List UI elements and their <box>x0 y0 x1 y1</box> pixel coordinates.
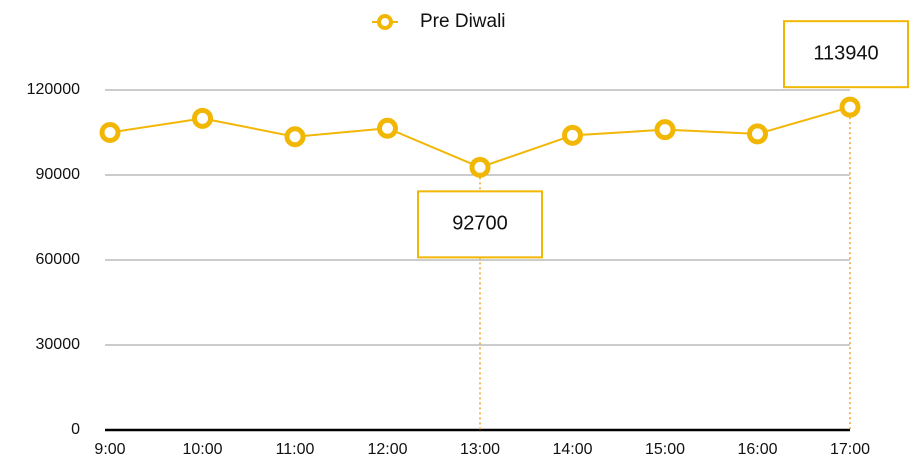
x-tick-label: 17:00 <box>830 441 870 458</box>
y-tick-label: 30000 <box>36 336 81 353</box>
annotation-label: 113940 <box>813 42 878 64</box>
x-tick-label: 13:00 <box>460 441 500 458</box>
x-tick-label: 15:00 <box>645 441 685 458</box>
point <box>284 126 306 148</box>
x-tick-label: 16:00 <box>737 441 777 458</box>
x-tick-label: 12:00 <box>367 441 407 458</box>
x-tick-label: 14:00 <box>552 441 592 458</box>
legend-marker <box>377 14 393 30</box>
point <box>747 123 768 145</box>
point <box>99 122 121 143</box>
point <box>469 156 491 178</box>
y-tick-label: 120000 <box>27 81 80 98</box>
point <box>839 96 861 118</box>
y-tick-label: 0 <box>71 421 80 438</box>
point <box>377 117 398 139</box>
point <box>192 107 213 129</box>
annotation-label: 92700 <box>452 213 508 235</box>
point <box>654 119 676 141</box>
legend-label: Pre Diwali <box>420 11 506 32</box>
point <box>562 124 583 146</box>
y-tick-label: 60000 <box>36 251 81 268</box>
x-tick-label: 11:00 <box>276 441 315 458</box>
annotation-box <box>417 190 543 259</box>
x-tick-label: 9:00 <box>94 441 125 458</box>
y-tick-label: 90000 <box>36 166 81 183</box>
x-tick-label: 10:00 <box>182 441 222 458</box>
annotation-box <box>783 20 909 89</box>
